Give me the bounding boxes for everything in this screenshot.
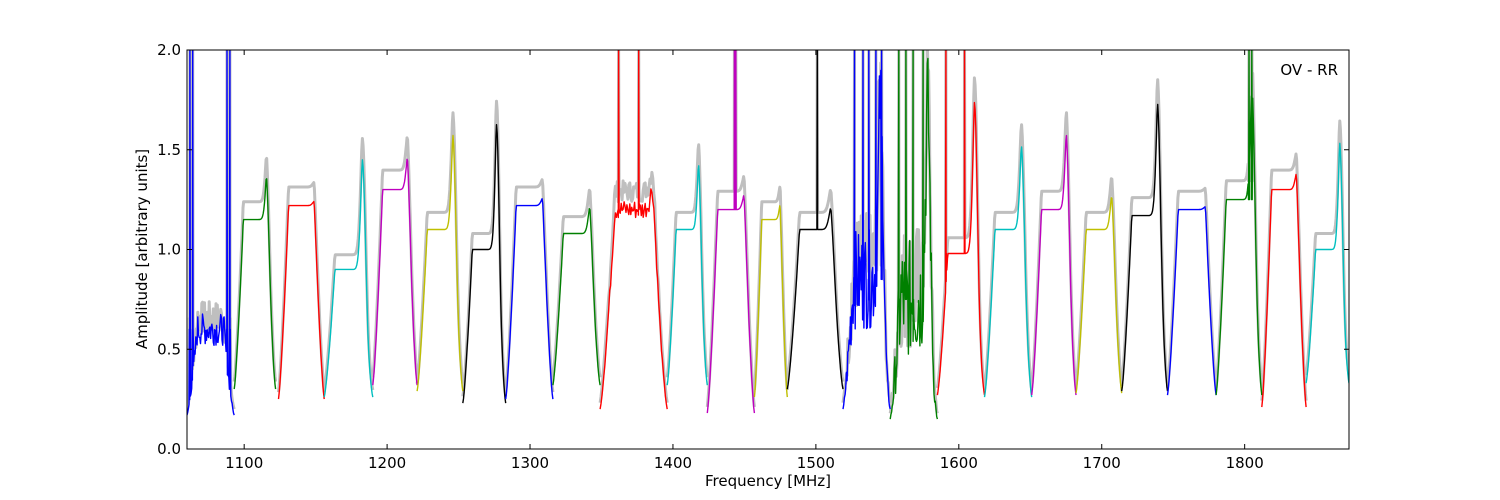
series-band-8 (505, 198, 554, 400)
annotation-label: OV - RR (1280, 61, 1338, 79)
x-tick-label: 1600 (940, 454, 978, 472)
x-tick-label: 1500 (797, 454, 835, 472)
series-band-11 (666, 165, 708, 386)
series-band-2 (233, 178, 277, 390)
series-band-9 (552, 208, 601, 386)
y-tick-label: 0.0 (157, 440, 181, 458)
x-tick-label: 1800 (1226, 454, 1264, 472)
series-band-12 (706, 50, 756, 414)
x-tick-label: 1100 (225, 454, 263, 472)
series-layer (187, 50, 1349, 420)
y-tick-label: 1.0 (157, 241, 181, 259)
x-tick-label: 1300 (511, 454, 549, 472)
series-band-21 (1121, 103, 1169, 392)
series-band-4 (323, 159, 374, 398)
series-band-15 (842, 50, 891, 410)
y-tick-label: 0.5 (157, 340, 181, 358)
ticks-layer: 1100 1200 1300 1400 1500 1600 1700 1800 0.0 0.5 1.… (157, 41, 1349, 472)
series-band-7 (462, 124, 507, 404)
series-band-5 (372, 158, 418, 386)
series-band-23 (1215, 50, 1263, 396)
series-band-19 (1031, 134, 1077, 396)
y-axis-label: Amplitude [arbitrary units] (133, 149, 151, 349)
series-band-25 (1305, 142, 1349, 384)
series-band-6 (416, 134, 464, 392)
x-axis-label: Frequency [MHz] (705, 472, 831, 490)
series-band-24 (1261, 173, 1307, 408)
y-tick-label: 2.0 (157, 41, 181, 59)
plot-area: 1100 1200 1300 1400 1500 1600 1700 1800 0.0 0.5 1.… (157, 41, 1350, 472)
series-band-14 (786, 50, 844, 390)
background-series-band-10 (598, 50, 669, 403)
series-band-1 (187, 50, 235, 416)
series-band-3 (277, 200, 325, 400)
series-band-18 (983, 146, 1033, 398)
series-band-16 (889, 50, 939, 420)
x-tick-label: 1200 (368, 454, 406, 472)
series-band-17 (936, 50, 986, 396)
x-tick-label: 1700 (1083, 454, 1121, 472)
series-band-20 (1075, 197, 1123, 394)
y-tick-label: 1.5 (157, 141, 181, 159)
series-band-13 (753, 205, 788, 398)
series-band-22 (1166, 206, 1217, 396)
x-tick-label: 1400 (654, 454, 692, 472)
series-band-10 (599, 50, 668, 410)
